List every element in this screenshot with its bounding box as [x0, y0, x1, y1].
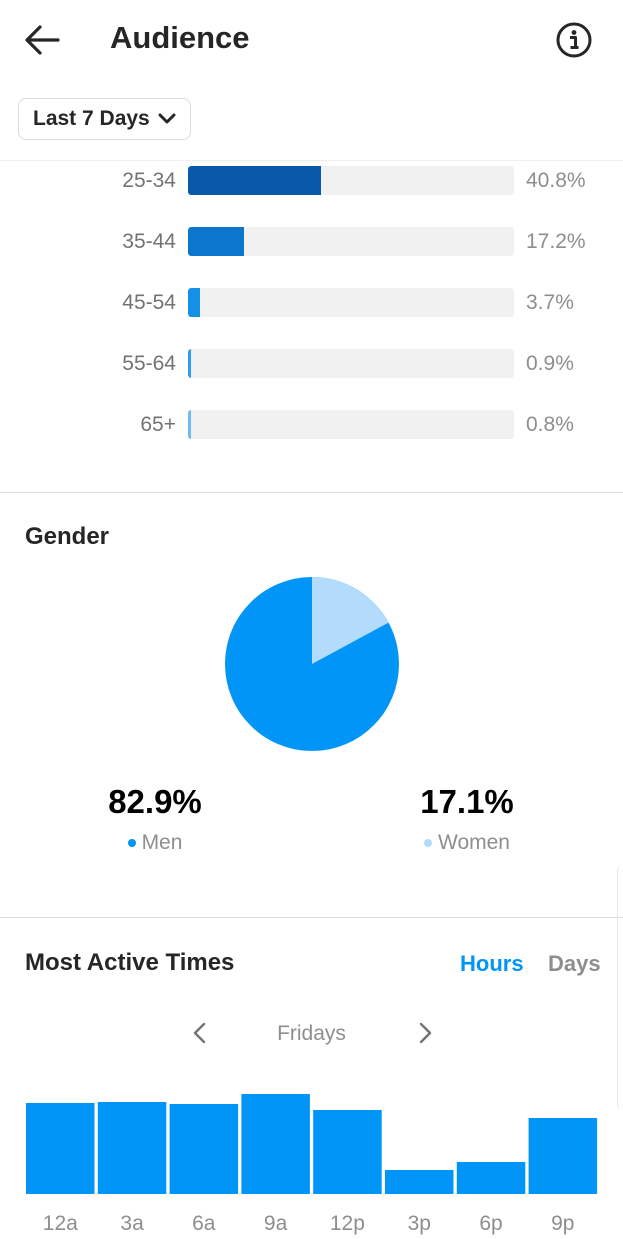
header-bar: Audience: [0, 0, 623, 80]
age-row: 35-44 17.2%: [0, 227, 623, 257]
age-bar-track: [188, 166, 514, 195]
age-bar-fill: [188, 410, 191, 439]
previous-day-button[interactable]: [183, 1017, 217, 1051]
back-button[interactable]: [22, 22, 62, 58]
age-row: 45-54 3.7%: [0, 288, 623, 318]
hour-tick-label: 12p: [330, 1212, 365, 1235]
hour-tick-label: 12a: [43, 1212, 78, 1235]
age-label: 25-34: [122, 169, 176, 192]
age-bar-track: [188, 410, 514, 439]
men-label: Men: [141, 831, 183, 854]
info-icon: [556, 22, 592, 58]
hour-tick-label: 3p: [408, 1212, 431, 1235]
hour-tick-label: 9p: [551, 1212, 574, 1235]
age-label: 35-44: [122, 230, 176, 253]
women-stat: 17.1% Women: [367, 783, 567, 855]
age-percent: 40.8%: [526, 169, 586, 192]
age-percent: 0.8%: [526, 413, 574, 436]
hour-bar-3p: [385, 1170, 454, 1194]
women-legend: Women: [367, 831, 567, 855]
chevron-down-icon: [158, 113, 176, 124]
age-row: 25-34 40.8%: [0, 166, 623, 196]
date-range-dropdown[interactable]: Last 7 Days: [18, 98, 191, 140]
hour-tick-label: 3a: [120, 1212, 144, 1235]
header-divider: [0, 160, 623, 161]
hour-tick-label: 6p: [479, 1212, 502, 1235]
age-bar-track: [188, 349, 514, 378]
active-hours-bar-chart: 12a 3a 6a 9a 12p 3p 6p 9p: [26, 1094, 598, 1235]
chevron-left-icon: [193, 1022, 206, 1044]
hour-tick-label: 6a: [192, 1212, 216, 1235]
age-row: 65+ 0.8%: [0, 410, 623, 440]
age-percent: 0.9%: [526, 352, 574, 375]
men-stat: 82.9% Men: [55, 783, 255, 855]
day-navigator: Fridays: [0, 1017, 623, 1051]
age-bar-fill: [188, 227, 245, 256]
active-times-title: Most Active Times: [25, 949, 235, 976]
gender-title: Gender: [25, 523, 110, 550]
chevron-right-icon: [419, 1022, 432, 1044]
hour-bar-9a: [241, 1094, 310, 1194]
info-button[interactable]: [555, 21, 593, 59]
men-dot-icon: [127, 839, 136, 847]
age-bar-fill: [188, 349, 191, 378]
gender-pie-chart: [225, 577, 399, 751]
section-divider: [0, 917, 623, 918]
men-legend: Men: [55, 831, 255, 855]
age-percent: 17.2%: [526, 230, 586, 253]
hours-toggle[interactable]: Hours: [460, 951, 524, 976]
hour-bar-6p: [456, 1162, 526, 1194]
arrow-left-icon: [25, 25, 60, 55]
age-row: 55-64 0.9%: [0, 349, 623, 379]
age-bar-fill: [188, 288, 201, 317]
page-title: Audience: [110, 20, 250, 55]
age-bar-track: [188, 288, 514, 317]
age-bar-track: [188, 227, 514, 256]
women-percent: 17.1%: [420, 783, 514, 820]
hour-bar-3a: [97, 1102, 167, 1194]
scroll-indicator: [617, 865, 623, 1110]
hour-bar-12a: [26, 1103, 95, 1194]
age-percent: 3.7%: [526, 291, 574, 314]
pie-slice-women: [312, 577, 389, 664]
next-day-button[interactable]: [408, 1017, 442, 1051]
days-toggle[interactable]: Days: [548, 951, 601, 976]
age-bar-fill: [188, 166, 321, 195]
women-label: Women: [438, 831, 510, 854]
age-label: 45-54: [122, 291, 176, 314]
date-range-label: Last 7 Days: [33, 107, 150, 130]
hour-bar-6a: [169, 1104, 239, 1194]
hour-bar-9p: [528, 1118, 598, 1194]
men-percent: 82.9%: [108, 783, 202, 820]
women-dot-icon: [424, 839, 432, 847]
section-divider: [0, 492, 623, 493]
age-label: 65+: [140, 413, 176, 436]
day-label: Fridays: [277, 1022, 346, 1045]
hour-bar-12p: [313, 1110, 382, 1194]
hour-tick-label: 9a: [264, 1212, 288, 1235]
age-label: 55-64: [122, 352, 176, 375]
